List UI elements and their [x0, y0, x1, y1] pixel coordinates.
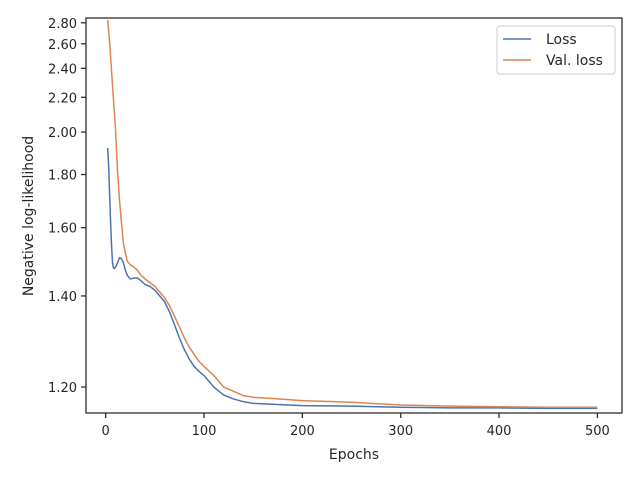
x-tick-label: 500	[585, 424, 610, 439]
x-axis-ticks: 0 100 200 300 400 500	[102, 413, 610, 439]
y-tick-label: 2.20	[48, 91, 77, 106]
plot-frame	[85, 17, 623, 414]
y-tick-label: 1.20	[48, 381, 77, 396]
y-tick-label: 2.60	[48, 38, 77, 53]
series-lines	[106, 19, 598, 410]
legend: Loss Val. loss	[496, 25, 616, 75]
series-line-1	[106, 19, 598, 409]
y-tick-label: 2.80	[48, 17, 77, 32]
legend-label-0: Loss	[546, 32, 577, 48]
y-tick-label: 2.00	[48, 126, 77, 141]
x-tick-label: 300	[388, 424, 413, 439]
y-axis-ticks: 1.20 1.40 1.60 1.80 2.00 2.20 2.40 2.60 2.80	[48, 17, 86, 396]
y-tick-label: 2.40	[48, 62, 77, 77]
series-line-0	[106, 147, 598, 410]
x-axis-label: Epochs	[329, 447, 379, 463]
y-tick-label: 1.60	[48, 222, 77, 237]
x-tick-label: 400	[487, 424, 512, 439]
y-axis-label: Negative log-likelihood	[21, 136, 37, 296]
y-tick-label: 1.40	[48, 290, 77, 305]
legend-label-1: Val. loss	[546, 53, 603, 69]
x-tick-label: 200	[290, 424, 315, 439]
x-tick-label: 100	[192, 424, 217, 439]
x-tick-label: 0	[102, 424, 110, 439]
legend-box	[496, 25, 616, 75]
y-tick-label: 1.80	[48, 169, 77, 184]
